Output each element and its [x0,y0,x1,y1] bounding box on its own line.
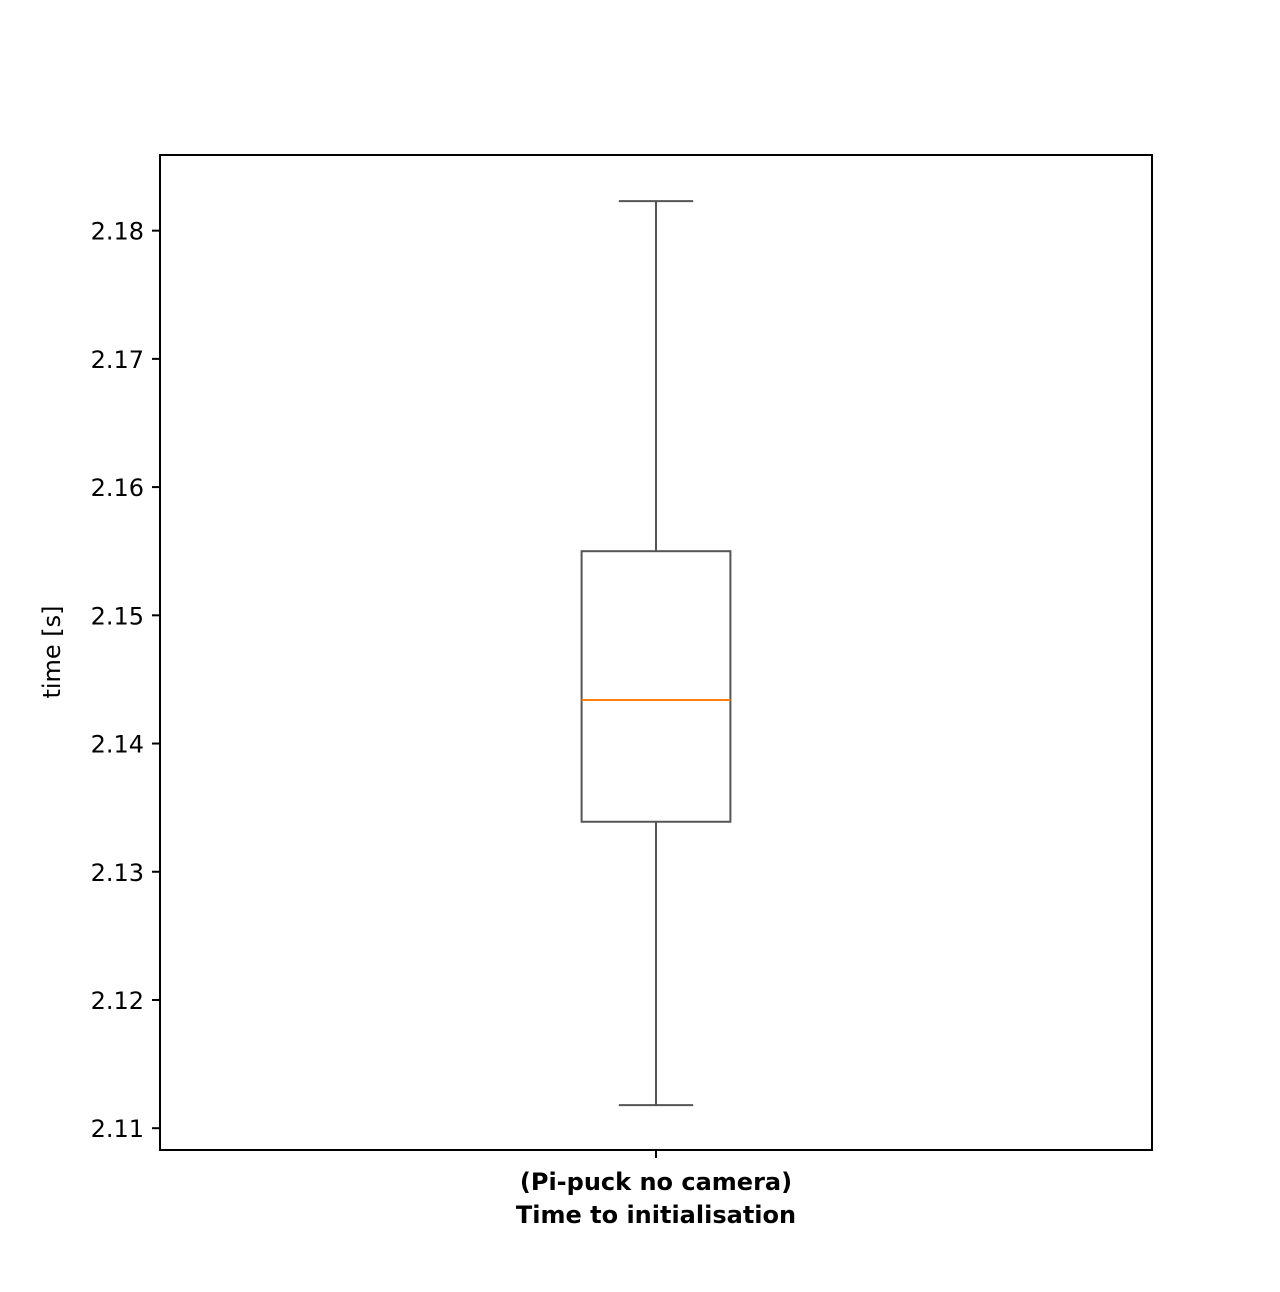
iqr-box [580,550,732,823]
y-tick-label: 2.16 [91,474,144,502]
x-tick-label: Time to initialisation [516,1201,796,1229]
x-tick-label: (Pi-puck no camera) [520,1168,792,1196]
y-tick-label: 2.13 [91,859,144,887]
y-tick-label: 2.17 [91,346,144,374]
y-tick-label: 2.14 [91,731,144,759]
plot-layer [580,200,732,1107]
y-tick-label: 2.12 [91,987,144,1015]
y-tick-label: 2.18 [91,218,144,246]
y-tick-label: 2.11 [91,1115,144,1143]
y-axis-label: time [s] [38,605,66,698]
x-axis: (Pi-puck no camera) Time to initialisatio… [516,1150,796,1229]
y-tick-label: 2.15 [91,602,144,630]
y-axis: 2.11 2.12 2.13 2.14 2.15 2.16 2.17 2.18 [91,218,160,1143]
